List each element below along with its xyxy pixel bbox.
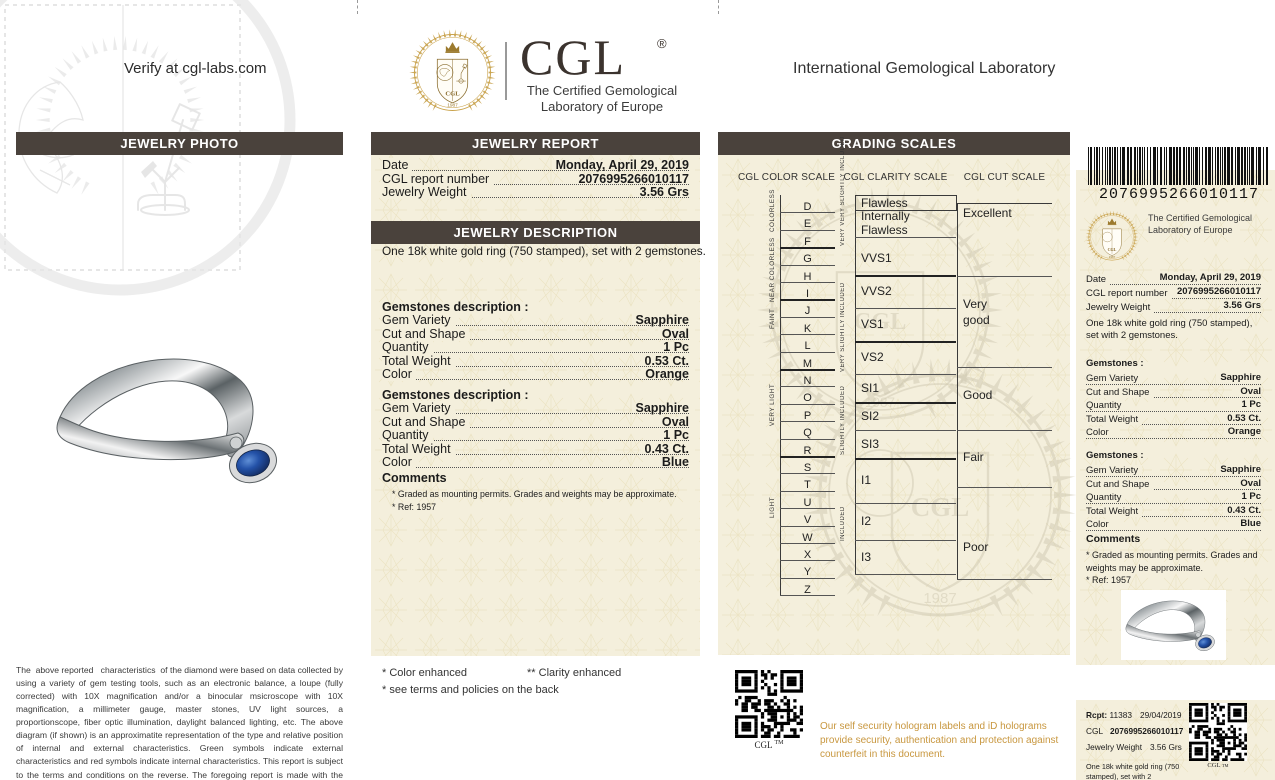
- svg-text:CGL: CGL: [445, 90, 460, 97]
- svg-text:1987: 1987: [923, 590, 956, 607]
- svg-text:1987: 1987: [447, 103, 458, 109]
- svg-text:CGL: CGL: [1108, 247, 1117, 252]
- svg-text:1987: 1987: [1109, 255, 1116, 259]
